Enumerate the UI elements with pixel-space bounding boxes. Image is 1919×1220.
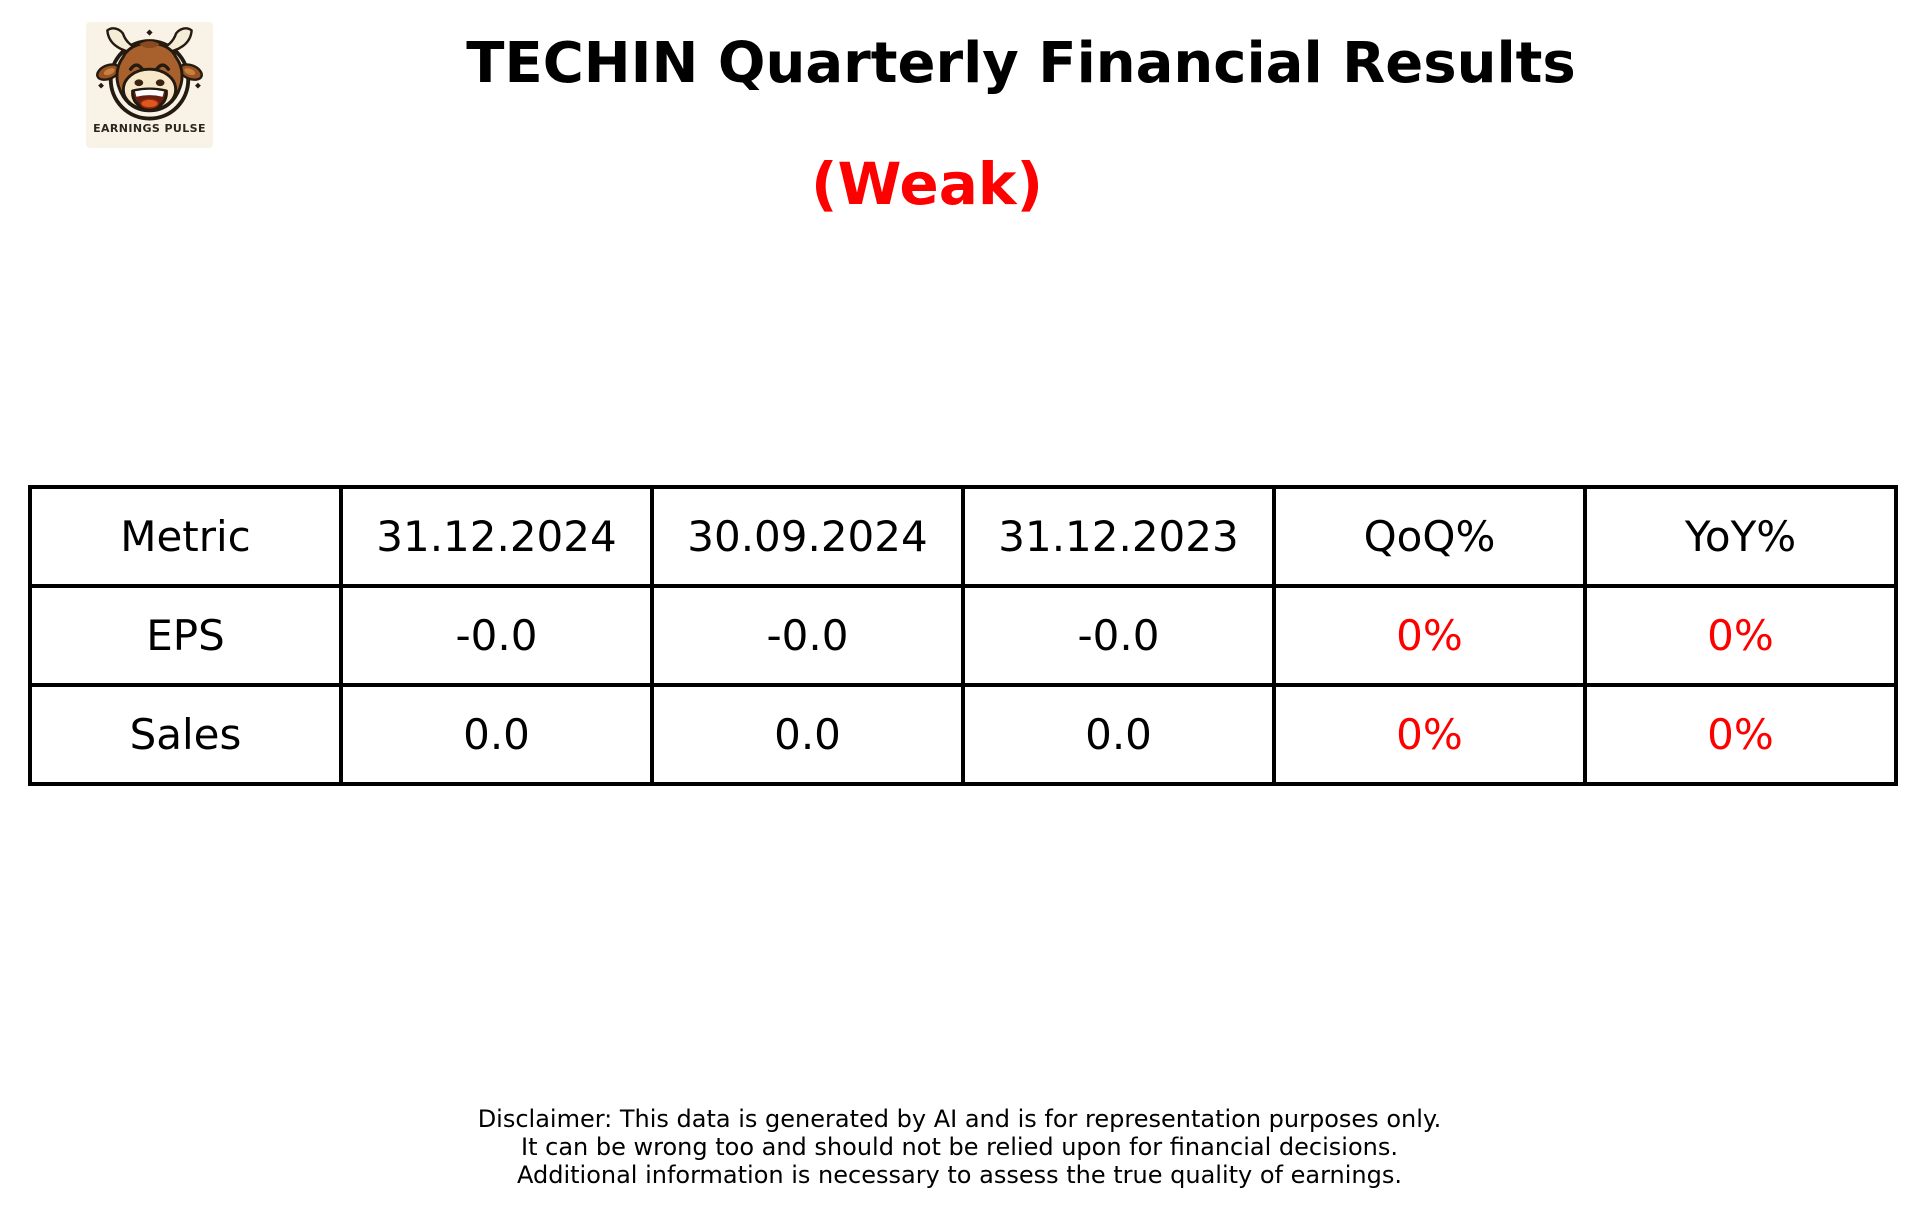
value-cell: 0.0 xyxy=(339,683,654,786)
value-cell: -0.0 xyxy=(650,584,965,687)
column-header-period-2: 30.09.2024 xyxy=(650,485,965,588)
disclaimer: Disclaimer: This data is generated by AI… xyxy=(0,1105,1919,1189)
verdict-subtitle: (Weak) xyxy=(811,150,1043,218)
metric-cell: Sales xyxy=(28,683,343,786)
financial-results-table: Metric 31.12.2024 30.09.2024 31.12.2023 … xyxy=(28,485,1898,786)
header-row: Metric 31.12.2024 30.09.2024 31.12.2023 … xyxy=(28,485,1898,588)
earnings-pulse-logo: EARNINGS PULSE xyxy=(86,22,213,148)
yoy-cell: 0% xyxy=(1583,683,1898,786)
column-header-period-3: 31.12.2023 xyxy=(961,485,1276,588)
yoy-cell: 0% xyxy=(1583,584,1898,687)
column-header-yoy: YoY% xyxy=(1583,485,1898,588)
logo-brand-text: EARNINGS PULSE xyxy=(93,122,206,135)
disclaimer-line: Disclaimer: This data is generated by AI… xyxy=(477,1105,1442,1133)
disclaimer-line: Additional information is necessary to a… xyxy=(516,1161,1402,1189)
metric-cell: EPS xyxy=(28,584,343,687)
value-cell: -0.0 xyxy=(339,584,654,687)
column-header-period-1: 31.12.2024 xyxy=(339,485,654,588)
table-row-eps: EPS -0.0 -0.0 -0.0 0% 0% xyxy=(28,584,1898,687)
table-row-sales: Sales 0.0 0.0 0.0 0% 0% xyxy=(28,683,1898,786)
column-header-metric: Metric xyxy=(28,485,343,588)
page-title: TECHIN Quarterly Financial Results xyxy=(466,31,1576,96)
value-cell: 0.0 xyxy=(961,683,1276,786)
value-cell: -0.0 xyxy=(961,584,1276,687)
bull-icon xyxy=(96,27,203,121)
value-cell: 0.0 xyxy=(650,683,965,786)
qoq-cell: 0% xyxy=(1272,584,1587,687)
qoq-cell: 0% xyxy=(1272,683,1587,786)
disclaimer-line: It can be wrong too and should not be re… xyxy=(521,1133,1398,1161)
column-header-qoq: QoQ% xyxy=(1272,485,1587,588)
